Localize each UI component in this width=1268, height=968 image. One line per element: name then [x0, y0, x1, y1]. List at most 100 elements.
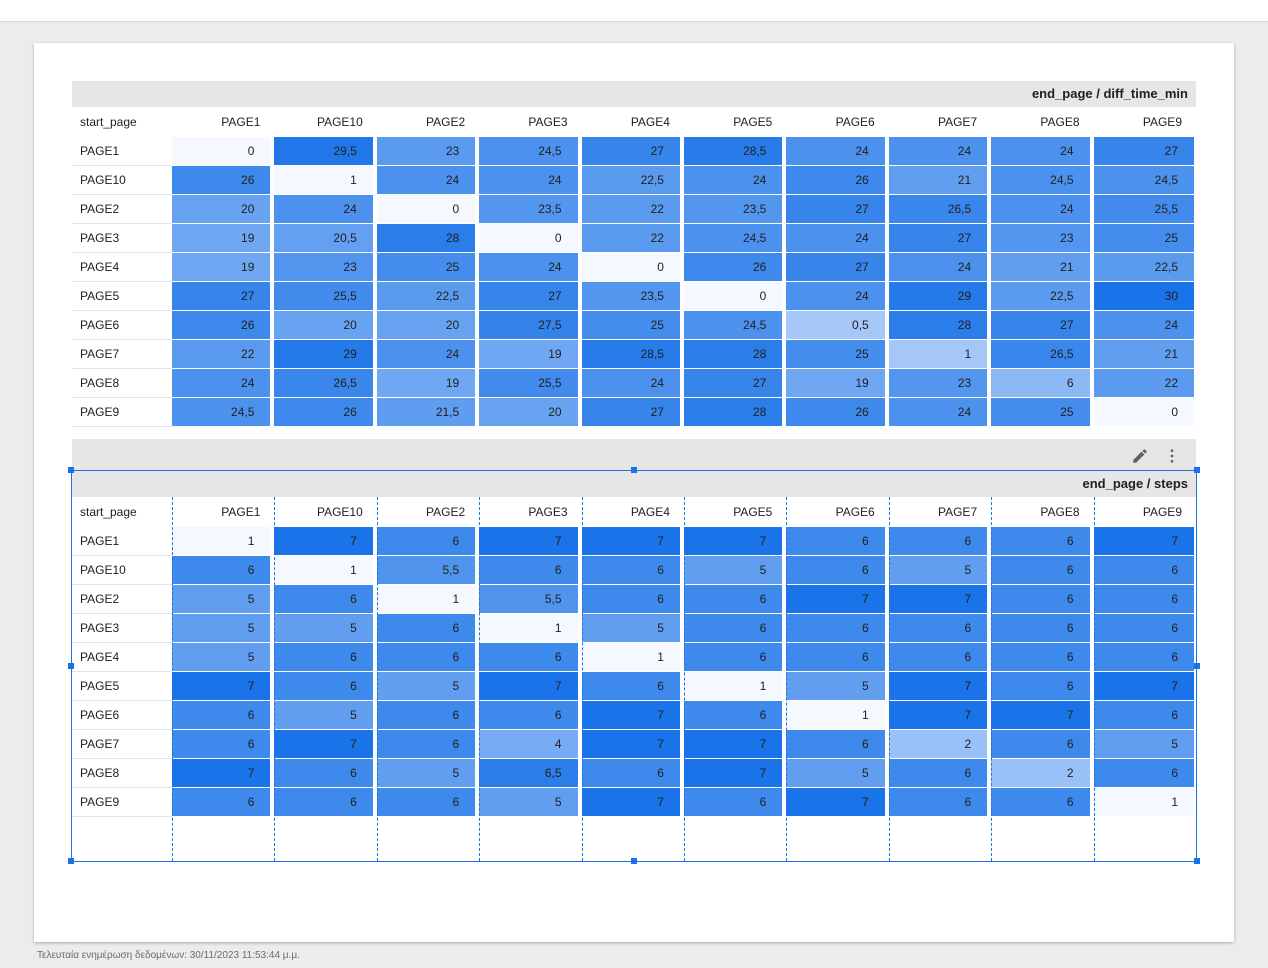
heatmap-cell: 24	[888, 398, 992, 427]
table-row: PAGE3 19 20,5 28 0 22 24,5 24 27 23 25	[72, 224, 1196, 253]
table-row: PAGE7 6 7 6 4 7 7 6 2 6 5	[72, 730, 1196, 759]
column-header[interactable]: PAGE9	[1142, 115, 1182, 129]
column-header[interactable]: PAGE7	[937, 505, 978, 519]
heatmap-cell: 6	[581, 672, 684, 701]
column-header[interactable]: PAGE5	[733, 115, 773, 129]
heatmap-cell: 5	[786, 672, 889, 701]
column-header[interactable]: PAGE10	[316, 505, 363, 519]
row-label: PAGE4	[72, 643, 172, 672]
resize-handle[interactable]	[1194, 467, 1200, 473]
resize-handle[interactable]	[68, 663, 74, 669]
heatmap-cell: 19	[376, 369, 480, 398]
heatmap-cell: 4	[479, 730, 582, 759]
heatmap-cell: 22,5	[581, 166, 684, 195]
column-header[interactable]: PAGE1	[221, 505, 261, 519]
more-vert-icon[interactable]	[1162, 446, 1182, 466]
heatmap-cell: 6	[786, 527, 889, 556]
column-header[interactable]: PAGE6	[835, 505, 875, 519]
column-header[interactable]: PAGE4	[630, 505, 670, 519]
row-label: PAGE1	[72, 137, 172, 166]
heatmap-cell: 5	[172, 585, 275, 614]
column-header[interactable]: PAGE2	[426, 505, 466, 519]
row-label: PAGE3	[72, 614, 172, 643]
heatmap-cell: 6	[274, 585, 377, 614]
row-dimension-header[interactable]: start_page	[80, 505, 137, 519]
heatmap-cell: 28	[683, 340, 787, 369]
heatmap-cell: 19	[479, 340, 582, 369]
heatmap-cell: 5	[786, 759, 889, 788]
column-header[interactable]: PAGE5	[733, 505, 773, 519]
resize-handle[interactable]	[68, 858, 74, 864]
heatmap-cell: 6	[683, 788, 787, 817]
heatmap-cell: 27	[172, 282, 275, 311]
heatmap-cell: 21	[888, 166, 992, 195]
heatmap-cell: 29	[274, 340, 377, 369]
column-header[interactable]: PAGE4	[630, 115, 670, 129]
heatmap-cell: 19	[172, 224, 275, 253]
column-header[interactable]: PAGE3	[528, 115, 568, 129]
heatmap-cell: 26	[786, 166, 889, 195]
heatmap-cell: 27	[1093, 137, 1196, 166]
heatmap-cell: 7	[683, 730, 787, 759]
pivot-table-steps[interactable]: end_page / steps start_page PAGE1 PAGE10 PA…	[72, 471, 1196, 862]
heatmap-cell: 20	[274, 311, 377, 340]
heatmap-cell: 24	[786, 224, 889, 253]
heatmap-cell: 6	[1093, 585, 1196, 614]
heatmap-cell: 20	[479, 398, 582, 427]
heatmap-cell: 5	[274, 701, 377, 730]
selected-chart-frame[interactable]: end_page / steps start_page PAGE1 PAGE10 PA…	[68, 439, 1200, 864]
heatmap-cell: 7	[888, 701, 992, 730]
heatmap-cell: 6	[172, 556, 275, 585]
heatmap-cell: 22	[581, 195, 684, 224]
heatmap-cell: 6	[376, 730, 480, 759]
heatmap-cell: 25,5	[479, 369, 582, 398]
resize-handle[interactable]	[68, 467, 74, 473]
heatmap-cell: 23	[376, 137, 480, 166]
pencil-icon[interactable]	[1130, 446, 1150, 466]
heatmap-cell: 6	[581, 556, 684, 585]
heatmap-cell: 27	[786, 195, 889, 224]
column-header[interactable]: PAGE3	[528, 505, 568, 519]
resize-handle[interactable]	[631, 467, 637, 473]
row-dimension-header[interactable]: start_page	[80, 115, 137, 129]
heatmap-cell: 23,5	[479, 195, 582, 224]
heatmap-cell: 21	[1093, 340, 1196, 369]
row-label: PAGE10	[72, 556, 172, 585]
pivot-title: end_page / diff_time_min	[72, 81, 1196, 107]
heatmap-cell: 22,5	[376, 282, 480, 311]
heatmap-cell: 7	[581, 788, 684, 817]
column-header[interactable]: PAGE10	[316, 115, 363, 129]
heatmap-cell: 7	[172, 759, 275, 788]
column-header[interactable]: PAGE9	[1142, 505, 1182, 519]
heatmap-cell: 6	[991, 788, 1094, 817]
heatmap-cell: 23	[274, 253, 377, 282]
column-header[interactable]: PAGE2	[426, 115, 466, 129]
heatmap-cell: 26	[786, 398, 889, 427]
pivot-table-diff-time[interactable]: end_page / diff_time_min start_page PAGE1…	[72, 81, 1196, 427]
row-label: PAGE8	[72, 759, 172, 788]
row-label: PAGE1	[72, 527, 172, 556]
heatmap-cell: 25	[1093, 224, 1196, 253]
table-row: PAGE2 5 6 1 5,5 6 6 7 7 6 6	[72, 585, 1196, 614]
heatmap-cell: 0,5	[786, 311, 889, 340]
resize-handle[interactable]	[631, 858, 637, 864]
table-row: PAGE8 7 6 5 6,5 6 7 5 6 2 6	[72, 759, 1196, 788]
heatmap-cell: 24	[786, 282, 889, 311]
column-header[interactable]: PAGE1	[221, 115, 261, 129]
resize-handle[interactable]	[1194, 663, 1200, 669]
header-row: start_page PAGE1 PAGE10 PAGE2 PAGE3 PAGE4 PAGE…	[72, 107, 1196, 137]
row-label: PAGE8	[72, 369, 172, 398]
heatmap-cell: 6	[683, 701, 787, 730]
header-row: start_page PAGE1 PAGE10 PAGE2 PAGE3 PAGE4 PAGE…	[72, 497, 1196, 527]
column-header[interactable]: PAGE6	[835, 115, 875, 129]
column-header[interactable]: PAGE7	[937, 115, 978, 129]
heatmap-cell: 6	[888, 614, 992, 643]
heatmap-cell: 6	[1093, 759, 1196, 788]
column-header[interactable]: PAGE8	[1040, 115, 1080, 129]
heatmap-cell: 28,5	[581, 340, 684, 369]
heatmap-cell: 24,5	[479, 137, 582, 166]
resize-handle[interactable]	[1194, 858, 1200, 864]
row-label: PAGE7	[72, 340, 172, 369]
heatmap-cell: 27	[888, 224, 992, 253]
column-header[interactable]: PAGE8	[1040, 505, 1080, 519]
